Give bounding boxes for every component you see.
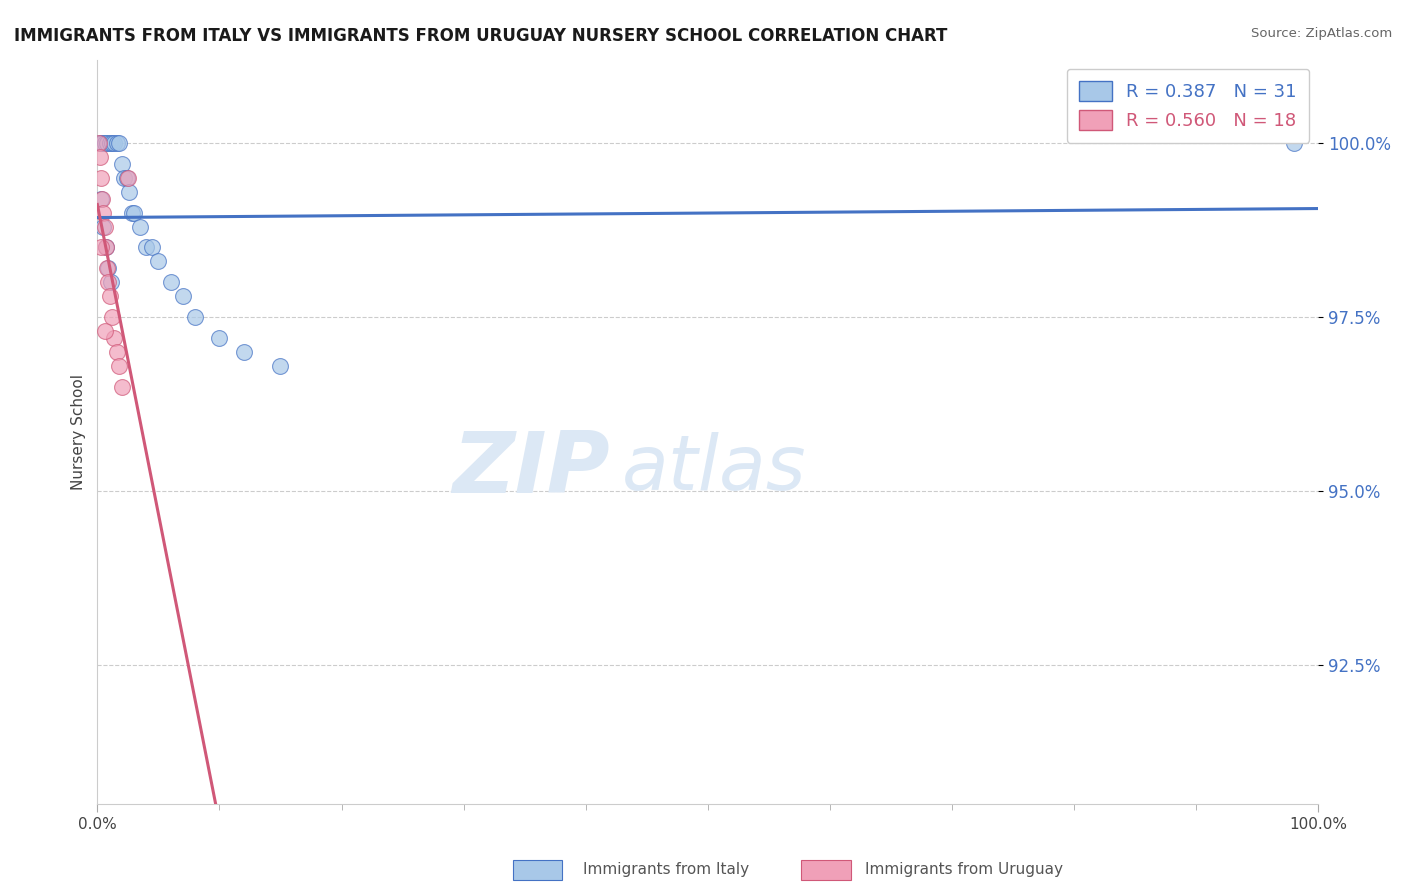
Point (90, 192, 112, 206)
Point (111, 379, 134, 393)
Legend: R = 0.387   N = 31, R = 0.560   N = 18: R = 0.387 N = 31, R = 0.560 N = 18 (1067, 69, 1309, 143)
Point (89, 150, 111, 164)
Y-axis label: Nursery School: Nursery School (72, 374, 86, 490)
Point (111, 157, 134, 171)
Point (112, 170, 135, 185)
Point (101, 136, 124, 150)
Point (129, 219, 152, 234)
Point (89, 136, 111, 150)
Point (93, 219, 115, 234)
Point (184, 310, 207, 324)
Point (91, 136, 114, 150)
Text: Immigrants from Italy: Immigrants from Italy (583, 863, 749, 877)
Point (100, 275, 122, 289)
Point (172, 289, 194, 303)
Text: ZIP: ZIP (453, 427, 610, 510)
Point (90, 170, 112, 185)
Point (141, 240, 163, 254)
Point (208, 331, 231, 345)
Point (87, 136, 110, 150)
Point (97, 275, 120, 289)
Point (115, 170, 138, 185)
Point (90, 240, 112, 254)
Point (269, 359, 291, 373)
Point (96, 136, 118, 150)
Point (108, 359, 131, 373)
Point (97, 261, 120, 276)
Point (93, 324, 115, 338)
Point (232, 344, 254, 359)
Point (105, 136, 128, 150)
Point (122, 205, 145, 219)
Point (103, 136, 125, 150)
Point (135, 240, 157, 254)
Point (105, 344, 128, 359)
Point (94, 240, 117, 254)
Text: Immigrants from Uruguay: Immigrants from Uruguay (865, 863, 1063, 877)
Point (94, 240, 117, 254)
Point (98, 289, 121, 303)
Point (103, 331, 125, 345)
Point (93, 136, 115, 150)
Text: IMMIGRANTS FROM ITALY VS IMMIGRANTS FROM URUGUAY NURSERY SCHOOL CORRELATION CHAR: IMMIGRANTS FROM ITALY VS IMMIGRANTS FROM… (14, 27, 948, 45)
Point (159, 275, 181, 289)
Point (96, 261, 118, 276)
Point (108, 136, 131, 150)
Point (1282, 136, 1305, 150)
Point (118, 185, 141, 199)
Point (101, 310, 124, 324)
Text: Source: ZipAtlas.com: Source: ZipAtlas.com (1251, 27, 1392, 40)
Point (148, 254, 170, 268)
Point (121, 205, 143, 219)
Point (98, 136, 121, 150)
Point (91, 192, 114, 206)
Point (93, 205, 115, 219)
Point (117, 170, 139, 185)
Text: atlas: atlas (623, 432, 807, 506)
Point (93, 219, 115, 234)
